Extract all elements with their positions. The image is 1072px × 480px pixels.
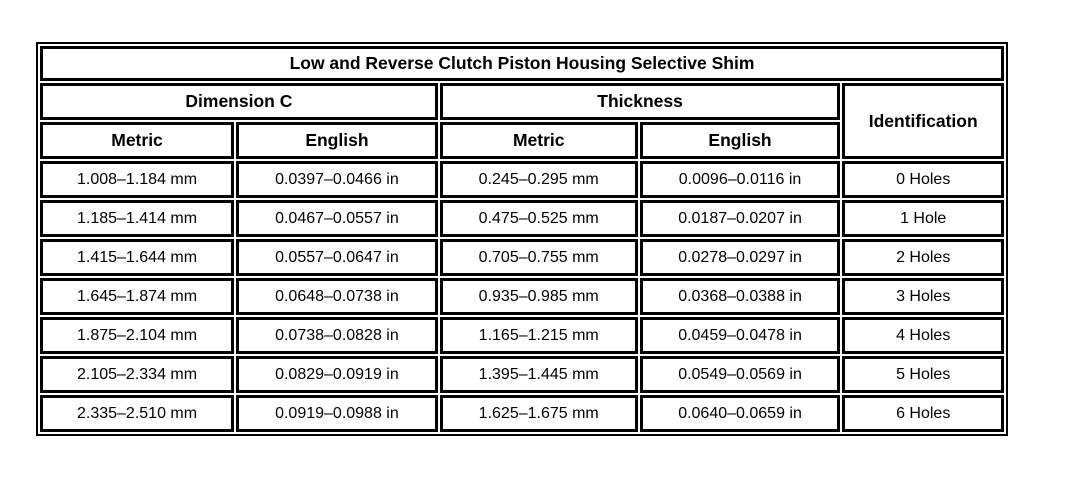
cell-identification: 1 Hole [842,200,1004,237]
title-row: Low and Reverse Clutch Piston Housing Se… [40,46,1004,81]
cell-thickness-metric: 1.165–1.215 mm [439,317,638,354]
cell-identification: 5 Holes [842,356,1004,393]
cell-dim-c-english: 0.0648–0.0738 in [236,278,438,315]
cell-thickness-metric: 0.705–0.755 mm [439,239,638,276]
table-row: 2.335–2.510 mm 0.0919–0.0988 in 1.625–1.… [40,395,1004,432]
sub-header-row: Metric English Metric English [40,122,1004,159]
group-header-row: Dimension C Thickness Identification [40,83,1004,159]
table-row: 1.645–1.874 mm 0.0648–0.0738 in 0.935–0.… [40,278,1004,315]
cell-thickness-english: 0.0278–0.0297 in [639,239,841,276]
col-group-thickness: Thickness [439,83,841,120]
col-header-identification: Identification [842,83,1004,159]
table-row: 1.875–2.104 mm 0.0738–0.0828 in 1.165–1.… [40,317,1004,354]
cell-thickness-english: 0.0640–0.0659 in [639,395,841,432]
cell-identification: 3 Holes [842,278,1004,315]
cell-dim-c-english: 0.0397–0.0466 in [236,161,438,198]
table-row: 1.185–1.414 mm 0.0467–0.0557 in 0.475–0.… [40,200,1004,237]
cell-dim-c-english: 0.0919–0.0988 in [236,395,438,432]
cell-dim-c-metric: 1.875–2.104 mm [40,317,235,354]
cell-thickness-metric: 0.935–0.985 mm [439,278,638,315]
col-header-dim-c-metric: Metric [40,122,235,159]
cell-identification: 2 Holes [842,239,1004,276]
cell-identification: 0 Holes [842,161,1004,198]
table-row: 1.008–1.184 mm 0.0397–0.0466 in 0.245–0.… [40,161,1004,198]
cell-thickness-english: 0.0368–0.0388 in [639,278,841,315]
cell-dim-c-english: 0.0467–0.0557 in [236,200,438,237]
col-header-thickness-english: English [639,122,841,159]
cell-dim-c-metric: 1.645–1.874 mm [40,278,235,315]
cell-thickness-metric: 1.395–1.445 mm [439,356,638,393]
cell-dim-c-english: 0.0557–0.0647 in [236,239,438,276]
cell-dim-c-english: 0.0829–0.0919 in [236,356,438,393]
cell-thickness-english: 0.0549–0.0569 in [639,356,841,393]
cell-dim-c-metric: 2.335–2.510 mm [40,395,235,432]
cell-dim-c-metric: 1.185–1.414 mm [40,200,235,237]
cell-thickness-metric: 0.475–0.525 mm [439,200,638,237]
cell-thickness-english: 0.0459–0.0478 in [639,317,841,354]
selective-shim-table: Low and Reverse Clutch Piston Housing Se… [36,42,1008,436]
col-group-dimension-c: Dimension C [40,83,438,120]
cell-dim-c-metric: 1.415–1.644 mm [40,239,235,276]
cell-identification: 4 Holes [842,317,1004,354]
col-header-thickness-metric: Metric [439,122,638,159]
col-header-dim-c-english: English [236,122,438,159]
cell-dim-c-metric: 2.105–2.334 mm [40,356,235,393]
table-row: 2.105–2.334 mm 0.0829–0.0919 in 1.395–1.… [40,356,1004,393]
cell-identification: 6 Holes [842,395,1004,432]
cell-thickness-english: 0.0096–0.0116 in [639,161,841,198]
cell-dim-c-metric: 1.008–1.184 mm [40,161,235,198]
cell-thickness-metric: 0.245–0.295 mm [439,161,638,198]
table-title: Low and Reverse Clutch Piston Housing Se… [40,46,1004,81]
cell-thickness-english: 0.0187–0.0207 in [639,200,841,237]
cell-dim-c-english: 0.0738–0.0828 in [236,317,438,354]
cell-thickness-metric: 1.625–1.675 mm [439,395,638,432]
table-row: 1.415–1.644 mm 0.0557–0.0647 in 0.705–0.… [40,239,1004,276]
